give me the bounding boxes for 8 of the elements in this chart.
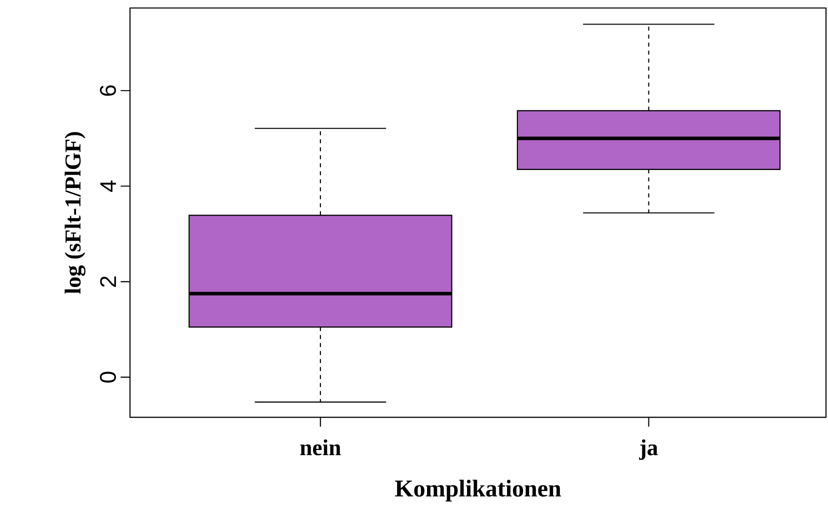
y-axis-title: log (sFlt-1/PlGF): [64, 132, 86, 294]
x-tick-label: ja: [639, 439, 658, 460]
y-tick-label: 4: [100, 180, 116, 192]
y-tick-label: 2: [100, 276, 116, 287]
y-tick-label: 6: [100, 85, 116, 96]
y-tick-label: 0: [100, 372, 116, 383]
x-tick-label: nein: [300, 439, 341, 456]
x-axis-title: Komplikationen: [395, 480, 561, 502]
